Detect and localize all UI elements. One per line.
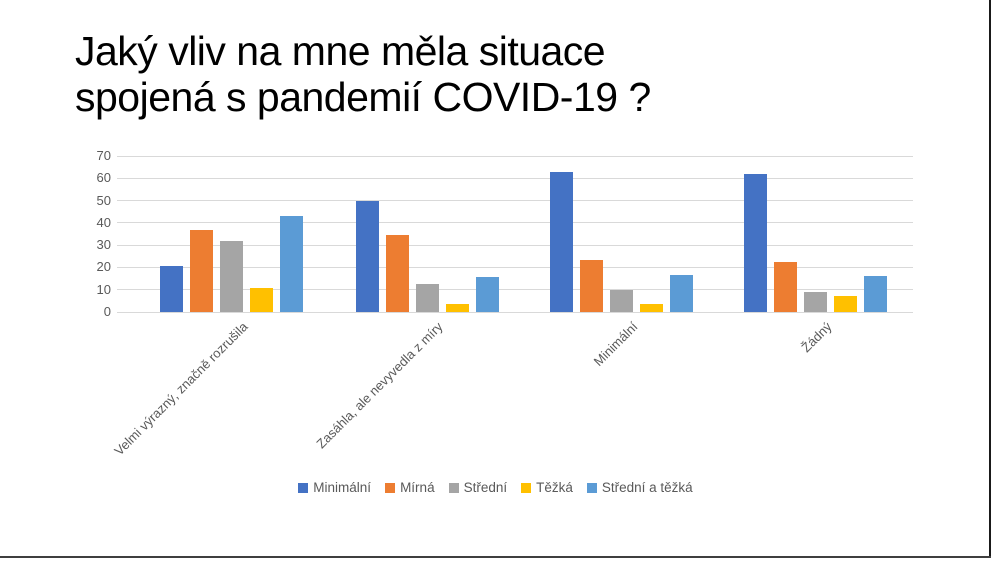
legend-swatch-icon: [385, 483, 396, 493]
bar: [744, 173, 767, 312]
legend-label: Minimální: [313, 480, 372, 495]
y-tick-label: 0: [103, 304, 111, 319]
bar: [385, 235, 409, 312]
gridline: [117, 155, 913, 157]
legend-swatch-icon: [521, 483, 532, 493]
category-label: Zasáhla, ale nevyvedla z míry: [313, 319, 446, 452]
y-tick-label: 10: [96, 281, 111, 297]
gridline: [117, 266, 913, 268]
gridline: [117, 177, 913, 179]
gridline: [117, 244, 913, 246]
bar: [834, 296, 857, 312]
legend-swatch-icon: [586, 483, 597, 493]
page-title-line2: spojená s pandemií COVID-19 ?: [75, 74, 651, 121]
bar: [220, 240, 243, 312]
gridline: [117, 200, 913, 202]
legend-label: Střední a těžká: [601, 480, 693, 495]
y-tick-label: 30: [96, 237, 111, 253]
gridline: [117, 289, 913, 291]
bar: [280, 216, 303, 312]
bar: [250, 287, 273, 312]
bar: [864, 276, 887, 312]
bar: [445, 304, 469, 312]
y-tick-label: 70: [96, 148, 111, 163]
bar: [415, 284, 439, 312]
bar: [475, 277, 499, 312]
bar: [610, 289, 633, 312]
legend-swatch-icon: [298, 483, 309, 493]
category-label: Minimální: [590, 319, 641, 369]
y-tick-label: 50: [96, 192, 111, 208]
legend-item: Mírná: [385, 481, 435, 495]
legend-label: Těžká: [536, 480, 573, 495]
bar: [355, 200, 379, 312]
bar: [550, 171, 573, 312]
gridline: [117, 222, 913, 224]
legend-swatch-icon: [448, 483, 459, 493]
category-label: Žádný: [797, 319, 835, 356]
legend-label: Střední: [463, 480, 508, 495]
bar: [190, 229, 213, 312]
chart-legend: Minimální Mírná Střední Těžká Střední a těžk…: [0, 481, 991, 495]
bar: [804, 291, 827, 312]
slide-right-edge-line: [989, 0, 991, 558]
legend-item: Těžká: [521, 481, 573, 495]
legend-label: Mírná: [400, 480, 435, 495]
y-tick-label: 60: [96, 170, 111, 186]
y-tick-label: 20: [96, 259, 111, 275]
legend-item: Střední: [448, 480, 508, 495]
legend-item: Střední a těžká: [586, 480, 693, 495]
slide-bottom-edge-line: [0, 556, 991, 558]
bar: [640, 304, 663, 312]
bar: [160, 266, 183, 312]
legend-item: Minimální: [298, 481, 371, 495]
page-title: Jaký vliv na mne měla situace spojená s …: [75, 28, 895, 121]
bar: [580, 259, 603, 312]
bar: [774, 261, 797, 312]
bar-chart: 0 10 20 30 40 50 60 70 Velmi výrazný, značně ro…: [97, 149, 913, 458]
bar: [670, 275, 693, 312]
category-label: Velmi výrazný, značně rozrušila: [110, 319, 251, 459]
page-title-line1: Jaký vliv na mne měla situace: [75, 28, 606, 74]
gridline: [117, 311, 913, 313]
y-tick-label: 40: [96, 214, 111, 230]
